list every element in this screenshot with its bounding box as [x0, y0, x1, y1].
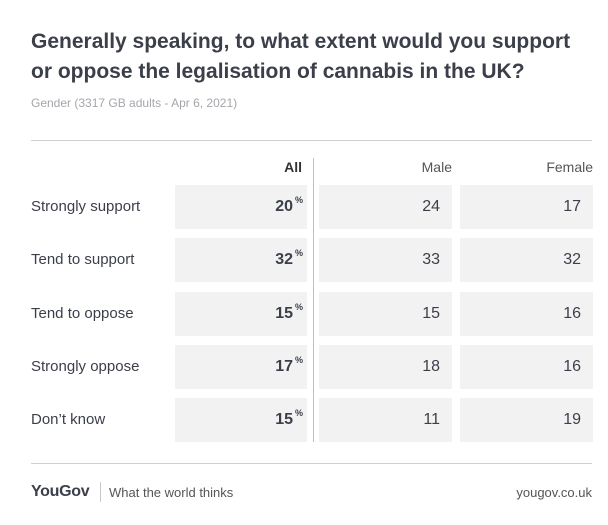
cell-value: 11 — [423, 411, 440, 429]
table-cell-female: 17 — [460, 185, 593, 229]
percent-sign: % — [294, 195, 303, 205]
table-cell-female: 19 — [460, 398, 593, 443]
cell-value: 24 — [422, 198, 440, 215]
column-header-all: All — [284, 159, 302, 175]
column-header-female: Female — [546, 159, 593, 175]
table-cell-female: 16 — [460, 344, 593, 389]
percent-sign: % — [294, 301, 303, 312]
cell-value: 20 — [275, 198, 293, 215]
cell-value: 17 — [275, 357, 293, 375]
table-cell-all: 32% — [175, 238, 307, 283]
table-cell-all: 17% — [175, 344, 307, 389]
table-cell-male: 24 — [319, 185, 452, 229]
yougov-logo: YouGov — [31, 483, 90, 500]
table-cell-all: 15% — [175, 291, 307, 336]
cell-value: 33 — [422, 251, 440, 269]
row-label: Tend to support — [31, 251, 135, 269]
chart-title: Generally speaking, to what extent would… — [31, 30, 571, 83]
cell-value: 32 — [275, 251, 293, 269]
percent-sign: % — [294, 248, 303, 259]
percent-sign: % — [294, 354, 303, 365]
footer-url[interactable]: yougov.co.uk — [516, 485, 592, 500]
cell-value: 16 — [563, 357, 581, 375]
cell-value: 19 — [563, 411, 581, 429]
row-label: Don’t know — [31, 411, 106, 429]
percent-sign: % — [294, 408, 303, 419]
table-cell-all: 20% — [175, 185, 307, 229]
row-label: Strongly oppose — [31, 357, 140, 375]
table-cell-male: 11 — [319, 398, 452, 443]
chart-subtitle: Gender (3317 GB adults - Apr 6, 2021) — [31, 96, 238, 110]
cell-value: 32 — [563, 251, 581, 269]
table-cell-male: 33 — [319, 238, 452, 283]
top-divider — [31, 140, 592, 141]
footer-tagline: What the world thinks — [109, 485, 234, 500]
cell-value: 15 — [275, 411, 293, 429]
cell-value: 17 — [563, 198, 581, 215]
table-cell-female: 16 — [460, 291, 593, 336]
cell-value: 15 — [275, 304, 293, 322]
column-header-male: Male — [421, 159, 452, 175]
table-cell-male: 18 — [319, 344, 452, 389]
row-label: Tend to oppose — [31, 304, 134, 322]
cell-value: 18 — [422, 357, 440, 375]
table-cell-male: 15 — [319, 291, 452, 336]
table-cell-all: 15% — [175, 398, 307, 443]
cell-value: 15 — [422, 304, 440, 322]
footer-separator — [100, 482, 101, 502]
row-label: Strongly support — [31, 198, 141, 215]
all-column-divider — [313, 158, 314, 442]
table-cell-female: 32 — [460, 238, 593, 283]
bottom-divider — [31, 463, 592, 464]
cell-value: 16 — [563, 304, 581, 322]
